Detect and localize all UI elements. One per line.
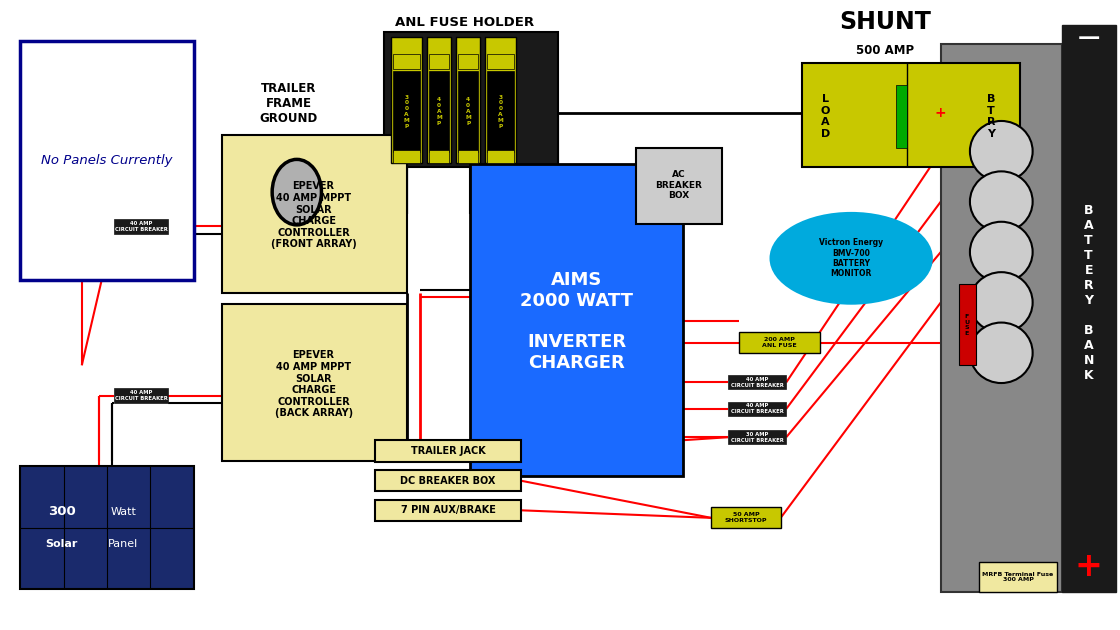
Bar	[427, 37, 451, 163]
Text: 7 PIN AUX/BRAKE: 7 PIN AUX/BRAKE	[401, 505, 495, 515]
Bar	[20, 41, 194, 280]
Text: DC BREAKER BOX: DC BREAKER BOX	[400, 476, 496, 486]
Text: 200 AMP
ANL FUSE: 200 AMP ANL FUSE	[763, 337, 796, 348]
Bar	[487, 150, 514, 163]
Text: 40 AMP
CIRCUIT BREAKER: 40 AMP CIRCUIT BREAKER	[114, 220, 168, 232]
Text: ANL FUSE HOLDER: ANL FUSE HOLDER	[395, 16, 534, 28]
Ellipse shape	[272, 159, 321, 225]
Bar	[458, 54, 478, 69]
Text: 40 AMP
CIRCUIT BREAKER: 40 AMP CIRCUIT BREAKER	[730, 403, 784, 415]
Bar	[979, 562, 1057, 592]
Bar	[222, 135, 407, 293]
Bar	[959, 284, 976, 365]
Text: EPEVER
40 AMP MPPT
SOLAR
CHARGE
CONTROLLER
(BACK ARRAY): EPEVER 40 AMP MPPT SOLAR CHARGE CONTROLL…	[274, 350, 353, 418]
Bar	[728, 402, 786, 416]
Bar	[941, 44, 1062, 592]
Text: —: —	[1077, 28, 1100, 48]
Bar	[711, 507, 781, 528]
Bar	[393, 54, 420, 69]
Bar	[728, 430, 786, 444]
Text: 30 AMP
CIRCUIT BREAKER: 30 AMP CIRCUIT BREAKER	[730, 432, 784, 443]
Text: L
O
A
D: L O A D	[821, 94, 830, 139]
Text: 3
0
0
A
M
P: 3 0 0 A M P	[497, 94, 504, 129]
Text: 4
0
A
M
P: 4 0 A M P	[436, 98, 442, 125]
Ellipse shape	[970, 272, 1033, 333]
Bar	[739, 332, 820, 353]
Text: B
A
T
T
E
R
Y
 
B
A
N
K: B A T T E R Y B A N K	[1083, 204, 1094, 382]
Text: 40 AMP
CIRCUIT BREAKER: 40 AMP CIRCUIT BREAKER	[114, 390, 168, 401]
Text: AIMS
2000 WATT

INVERTER
CHARGER: AIMS 2000 WATT INVERTER CHARGER	[521, 271, 633, 372]
Bar	[393, 150, 420, 163]
Text: 3
0
0
A
M
P: 3 0 0 A M P	[403, 94, 410, 129]
Bar	[20, 466, 194, 589]
Text: 50 AMP
SHORTSTOP: 50 AMP SHORTSTOP	[725, 512, 767, 524]
Text: 4
0
A
M
P: 4 0 A M P	[465, 98, 472, 125]
Bar	[429, 150, 449, 163]
Bar	[375, 440, 521, 462]
Text: Solar: Solar	[46, 539, 77, 549]
Text: EPEVER
40 AMP MPPT
SOLAR
CHARGE
CONTROLLER
(FRONT ARRAY): EPEVER 40 AMP MPPT SOLAR CHARGE CONTROLL…	[271, 181, 356, 249]
Bar	[391, 37, 422, 163]
Bar	[384, 32, 558, 167]
Text: B
T
R
Y: B T R Y	[987, 94, 996, 139]
Text: Watt: Watt	[110, 507, 137, 517]
Text: TRAILER JACK: TRAILER JACK	[411, 446, 485, 456]
Bar	[487, 71, 514, 152]
Bar	[393, 71, 420, 152]
Bar	[636, 148, 722, 224]
Bar	[375, 470, 521, 491]
Bar	[429, 54, 449, 69]
Circle shape	[771, 213, 932, 304]
Bar	[802, 63, 1020, 167]
Text: AC
BREAKER
BOX: AC BREAKER BOX	[655, 170, 702, 200]
Bar	[470, 164, 683, 476]
Ellipse shape	[970, 222, 1033, 282]
Ellipse shape	[970, 323, 1033, 383]
Text: SHUNT: SHUNT	[839, 10, 931, 34]
Ellipse shape	[970, 121, 1033, 181]
Bar	[896, 85, 907, 148]
Text: +: +	[1075, 551, 1102, 583]
Bar	[728, 375, 786, 389]
Text: F
U
S
E: F U S E	[964, 314, 969, 336]
Bar	[429, 71, 449, 152]
Bar	[458, 71, 478, 152]
Text: 500 AMP: 500 AMP	[856, 44, 914, 57]
Text: No Panels Currently: No Panels Currently	[40, 154, 172, 167]
Bar	[114, 388, 168, 403]
Bar	[485, 37, 516, 163]
Text: Victron Energy
BMV-700
BATTERY
MONITOR: Victron Energy BMV-700 BATTERY MONITOR	[819, 238, 884, 278]
Bar	[375, 500, 521, 521]
Bar	[222, 304, 407, 461]
Text: Panel: Panel	[108, 539, 139, 549]
Bar	[458, 150, 478, 163]
Text: TRAILER
FRAME
GROUND: TRAILER FRAME GROUND	[260, 83, 318, 125]
Bar	[456, 37, 480, 163]
Text: 300: 300	[48, 505, 75, 518]
Bar	[487, 54, 514, 69]
Bar	[114, 219, 168, 234]
Text: +: +	[935, 106, 946, 120]
Ellipse shape	[970, 171, 1033, 232]
Bar	[1062, 25, 1116, 592]
Text: MRFB Terminal Fuse
300 AMP: MRFB Terminal Fuse 300 AMP	[982, 571, 1054, 583]
Text: 40 AMP
CIRCUIT BREAKER: 40 AMP CIRCUIT BREAKER	[730, 377, 784, 388]
